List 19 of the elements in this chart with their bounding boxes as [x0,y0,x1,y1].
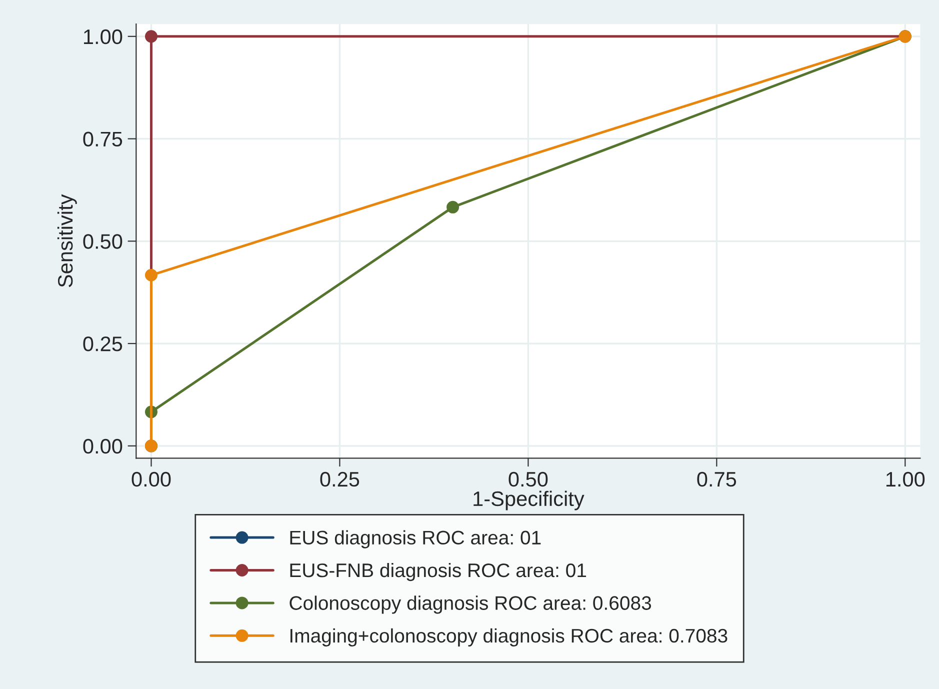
y-tick-label: 1.00 [84,29,122,44]
x-axis-title: 1-Specificity [474,490,584,510]
y-tick-label: 0.00 [83,438,122,454]
x-tick-label: 0.00 [132,472,171,487]
point [446,200,460,214]
x-tick-label: 0.75 [697,472,736,487]
legend-label: Imaging+colonoscopy diagnosis ROC area: 0.7083 [290,628,728,646]
x-tick-label: 0.50 [508,472,548,487]
y-tick-label: 0.75 [83,132,122,147]
y-tick-label: 0.25 [83,336,122,352]
legend-label: EUS diagnosis ROC area: 01 [290,530,541,548]
legend-label: EUS-FNB diagnosis ROC area: 01 [290,562,586,582]
y-tick-label: 0.50 [83,234,122,249]
point [144,268,158,282]
x-tick-label: 0.25 [320,472,360,487]
x-tick-label: 1.00 [886,472,925,487]
legend-label: Colonoscopy diagnosis ROC area: 0.6083 [290,596,652,614]
point [144,30,158,43]
y-axis-title: Sensitivity [57,194,77,288]
